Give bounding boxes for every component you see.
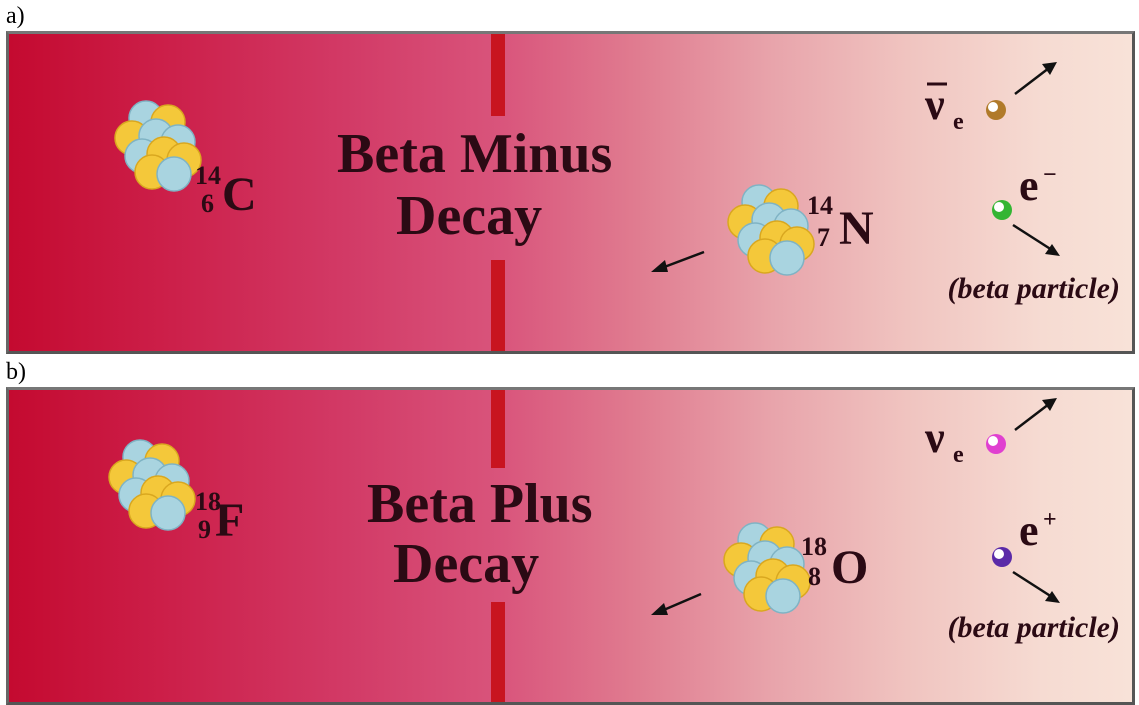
parent-mass-number: 18 <box>195 487 221 516</box>
separator-top <box>491 34 505 116</box>
separator-bottom <box>491 260 505 351</box>
electron-arrow <box>1012 223 1060 256</box>
daughter-mass-number: 14 <box>807 191 833 220</box>
parent-atomic-number: 6 <box>201 189 214 218</box>
antineutrino-arrow <box>1014 62 1057 95</box>
antineutrino-subscript: e <box>953 109 964 135</box>
positron-symbol: e <box>1019 506 1039 555</box>
recoil-arrow <box>651 250 705 272</box>
nucleon <box>150 495 186 531</box>
neutrino-arrow <box>1014 398 1057 431</box>
neutrino-symbol: ν <box>924 413 945 462</box>
title-line-1: Beta Minus <box>337 123 612 185</box>
panel-b-label: b) <box>6 359 26 385</box>
parent-nucleus <box>108 439 196 531</box>
daughter-symbol: O <box>831 541 868 594</box>
electron-symbol: e <box>1019 161 1039 210</box>
positron-arrow <box>1012 570 1060 603</box>
parent-mass-number: 14 <box>195 161 221 190</box>
nucleon <box>769 240 805 276</box>
title-line-2: Decay <box>393 533 539 595</box>
panel-a-diagram: 14 6 C Beta Minus Decay 14 7 N ν e e − <box>114 34 1120 351</box>
beta-particle-note: (beta particle) <box>948 272 1120 305</box>
beta-particle-note: (beta particle) <box>948 611 1120 644</box>
neutrino-subscript: e <box>953 442 964 468</box>
antineutrino-symbol: ν <box>924 80 945 129</box>
panel-a: 14 6 C Beta Minus Decay 14 7 N ν e e − <box>6 31 1135 354</box>
separator-bottom <box>491 602 505 702</box>
title-line-2: Decay <box>396 185 542 247</box>
panel-b: 18 9 F Beta Plus Decay 18 8 O ν e e + (b… <box>6 387 1135 705</box>
nucleon <box>156 156 192 192</box>
daughter-atomic-number: 7 <box>817 223 830 252</box>
positron-charge: + <box>1043 507 1057 533</box>
daughter-atomic-number: 8 <box>808 562 821 591</box>
recoil-arrow <box>651 592 702 615</box>
daughter-mass-number: 18 <box>801 532 827 561</box>
title-line-1: Beta Plus <box>367 473 593 535</box>
parent-nucleus <box>114 100 202 192</box>
nucleon <box>765 578 801 614</box>
parent-symbol: F <box>215 494 244 547</box>
separator-top <box>491 390 505 468</box>
panel-a-label: a) <box>6 3 25 29</box>
daughter-nucleus <box>723 522 811 614</box>
panel-b-diagram: 18 9 F Beta Plus Decay 18 8 O ν e e + (b… <box>108 390 1120 702</box>
parent-atomic-number: 9 <box>198 515 211 544</box>
electron-charge: − <box>1043 162 1057 188</box>
parent-symbol: C <box>222 168 257 221</box>
daughter-nucleus <box>727 184 815 276</box>
daughter-symbol: N <box>839 202 874 255</box>
